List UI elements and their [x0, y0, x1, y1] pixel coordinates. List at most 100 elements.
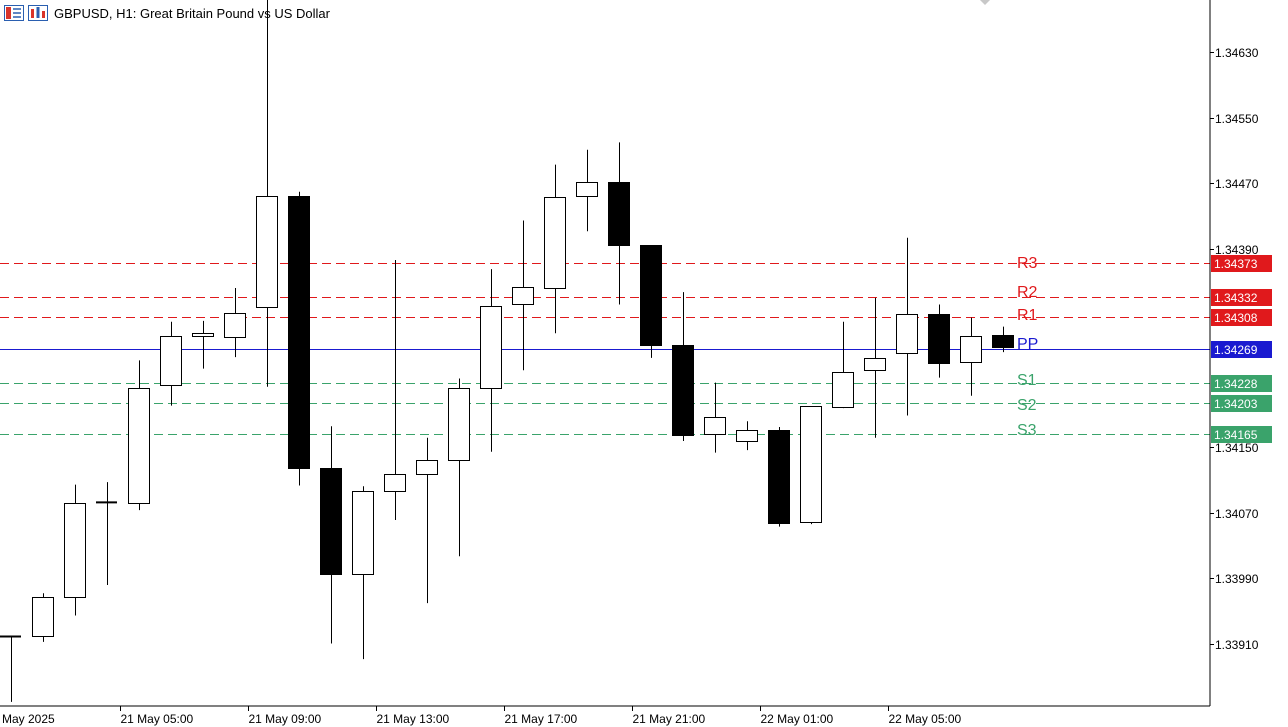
time-tick-label: 21 May 09:00	[249, 712, 322, 726]
candle	[544, 164, 566, 334]
time-axis[interactable]: 1 May 2025 21 May 05:00 21 May 09:00 21 May…	[0, 706, 962, 726]
candle-body	[896, 314, 918, 354]
candle-body	[544, 197, 566, 289]
candle	[320, 426, 342, 644]
time-tick-label: 1 May 2025	[0, 712, 55, 726]
pivot-price-label-r3: 1.34373	[1214, 257, 1258, 271]
price-tick-label: 1.33990	[1215, 572, 1259, 586]
price-axis[interactable]: 1.33910 1.33990 1.34070 1.34150 1.34390 1.344…	[1210, 46, 1259, 652]
time-tick-label: 22 May 01:00	[761, 712, 834, 726]
candle	[416, 437, 438, 604]
candle-body	[640, 245, 662, 346]
candle-body	[768, 430, 790, 524]
candle	[352, 486, 374, 660]
pivot-name-s3: S3	[1017, 422, 1037, 439]
candle	[704, 382, 726, 453]
time-tick-label: 21 May 05:00	[121, 712, 194, 726]
price-tick-label: 1.34550	[1215, 112, 1259, 126]
candle	[480, 269, 502, 452]
candle	[0, 635, 21, 702]
menu-icon[interactable]	[4, 5, 24, 21]
candle	[736, 421, 758, 451]
candle-body	[672, 345, 694, 436]
candle	[928, 304, 950, 378]
candle	[128, 360, 150, 511]
candle-body	[64, 503, 86, 598]
candle	[800, 406, 822, 525]
candle-body	[192, 333, 214, 337]
time-tick-label: 21 May 13:00	[377, 712, 450, 726]
pivot-price-tag-r3	[1211, 255, 1272, 272]
candle	[448, 378, 470, 557]
candle-body	[832, 372, 854, 408]
candle-body	[448, 388, 470, 461]
candle	[896, 237, 918, 416]
candle	[576, 149, 598, 232]
candle	[224, 287, 246, 358]
price-tick-label: 1.34470	[1215, 177, 1259, 191]
candle-body	[256, 196, 278, 308]
pivot-name-r2: R2	[1017, 284, 1038, 301]
candle-body	[928, 314, 950, 364]
candle-body	[736, 430, 758, 442]
price-tick-label: 1.34070	[1215, 507, 1259, 521]
candle-body	[608, 182, 630, 246]
candle	[256, 0, 278, 387]
candle-body	[160, 336, 182, 386]
candle-body	[32, 597, 54, 637]
candle	[768, 427, 790, 527]
time-tick-label: 21 May 21:00	[633, 712, 706, 726]
pivot-price-label-s3: 1.34165	[1214, 428, 1258, 442]
pivot-price-label-s1: 1.34228	[1214, 377, 1258, 391]
candle	[864, 297, 886, 438]
candle	[640, 245, 662, 358]
candle	[288, 191, 310, 486]
candle-body	[224, 313, 246, 338]
candle	[832, 321, 854, 409]
candle	[160, 321, 182, 406]
candle	[96, 482, 117, 586]
candle	[512, 220, 534, 371]
chart-icon[interactable]	[28, 5, 48, 21]
candle-body	[800, 406, 822, 523]
pivot-price-tag-r2	[1211, 289, 1272, 306]
pivot-name-s2: S2	[1017, 397, 1037, 414]
candle-body	[480, 306, 502, 389]
candle-body	[352, 491, 374, 575]
pivot-price-tag-s2	[1211, 395, 1272, 412]
pivot-name-pp: PP	[1017, 336, 1038, 353]
pivot-price-tag-pp	[1211, 341, 1272, 358]
pivot-price-tag-s1	[1211, 375, 1272, 392]
pivot-price-label-r2: 1.34332	[1214, 291, 1258, 305]
pivot-price-label-pp: 1.34269	[1214, 343, 1258, 357]
pivot-name-s1: S1	[1017, 372, 1037, 389]
pivot-price-label-r1: 1.34308	[1214, 311, 1258, 325]
candle-body	[320, 468, 342, 575]
candle	[384, 260, 406, 521]
candle	[608, 142, 630, 305]
chart-title: GBPUSD, H1: Great Britain Pound vs US Do…	[54, 5, 330, 21]
candle	[64, 484, 86, 616]
price-tick-label: 1.33910	[1215, 638, 1259, 652]
candle-body	[960, 336, 982, 363]
candle	[192, 320, 214, 369]
candle-body	[864, 358, 886, 371]
candle-body	[512, 287, 534, 305]
time-tick-label: 21 May 17:00	[505, 712, 578, 726]
candle	[32, 593, 54, 642]
pivot-price-label-s2: 1.34203	[1214, 397, 1258, 411]
candle-body	[128, 388, 150, 504]
candle	[992, 326, 1014, 353]
pivot-name-r1: R1	[1017, 307, 1038, 324]
candle	[672, 292, 694, 442]
price-tick-label: 1.34150	[1215, 441, 1259, 455]
scroll-marker-icon[interactable]	[980, 0, 990, 5]
chart-header: GBPUSD, H1: Great Britain Pound vs US Do…	[0, 0, 330, 26]
candle-body	[416, 460, 438, 475]
candle-body	[384, 474, 406, 492]
time-tick-label: 22 May 05:00	[889, 712, 962, 726]
candle-body	[576, 182, 598, 197]
pivot-price-tag-r1	[1211, 309, 1272, 326]
candle-body	[288, 196, 310, 469]
